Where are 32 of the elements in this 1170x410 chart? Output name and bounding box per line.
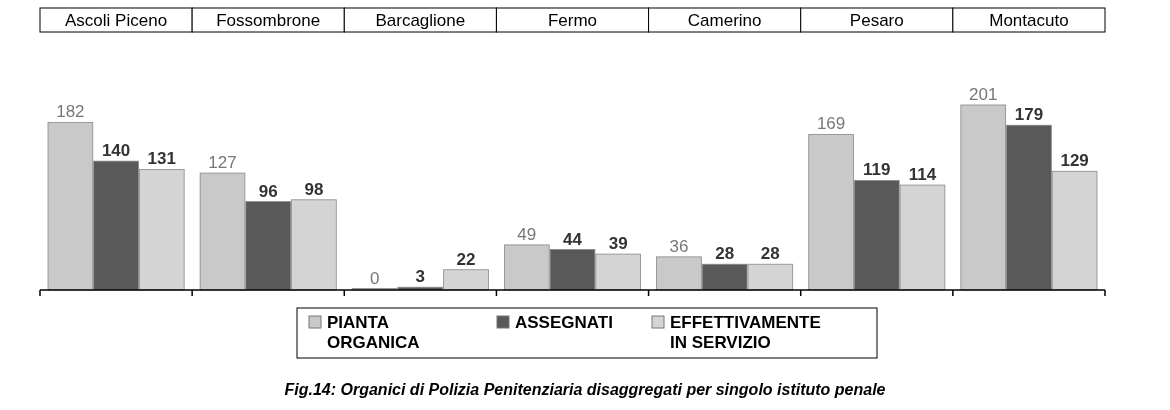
data-label: 179 [1014, 105, 1044, 125]
data-label: 28 [715, 244, 735, 264]
data-label: 3 [415, 267, 426, 287]
x-tick-label: Barcaglione [375, 11, 466, 30]
data-label: 114 [908, 165, 937, 185]
data-label: 28 [760, 244, 780, 264]
data-label: 98 [304, 179, 324, 199]
data-label: 0 [369, 268, 380, 288]
data-label: 127 [208, 153, 237, 173]
legend-label: ASSEGNATI [515, 313, 613, 332]
legend-label: EFFETTIVAMENTE IN SERVIZIO [670, 313, 821, 352]
data-label: 201 [969, 85, 998, 104]
data-label: 49 [517, 224, 537, 244]
data-label: 129 [1060, 151, 1089, 171]
x-tick-label: Ascoli Piceno [65, 11, 168, 30]
data-label: 96 [258, 181, 278, 201]
text: Fig.14: Organici di Polizia Penitenziaria disaggregati per singolo istituto penale [284, 381, 886, 398]
x-tick-label: Pesaro [849, 11, 904, 30]
data-label: 36 [669, 236, 689, 256]
data-label: 22 [456, 249, 476, 269]
x-tick-label: Fossombrone [216, 11, 321, 30]
data-label: 169 [816, 114, 846, 134]
data-label: 119 [863, 160, 891, 180]
x-tick-label: Fermo [547, 11, 598, 30]
data-label: 44 [563, 229, 583, 249]
data-label: 140 [101, 141, 131, 161]
legend-label: PIANTA ORGANICA [327, 313, 420, 352]
x-tick-label: Montacuto [989, 11, 1069, 30]
data-label: 182 [56, 102, 85, 122]
x-tick-label: Camerino [687, 11, 762, 30]
data-label: 39 [608, 234, 628, 254]
data-label: 131 [147, 149, 176, 169]
